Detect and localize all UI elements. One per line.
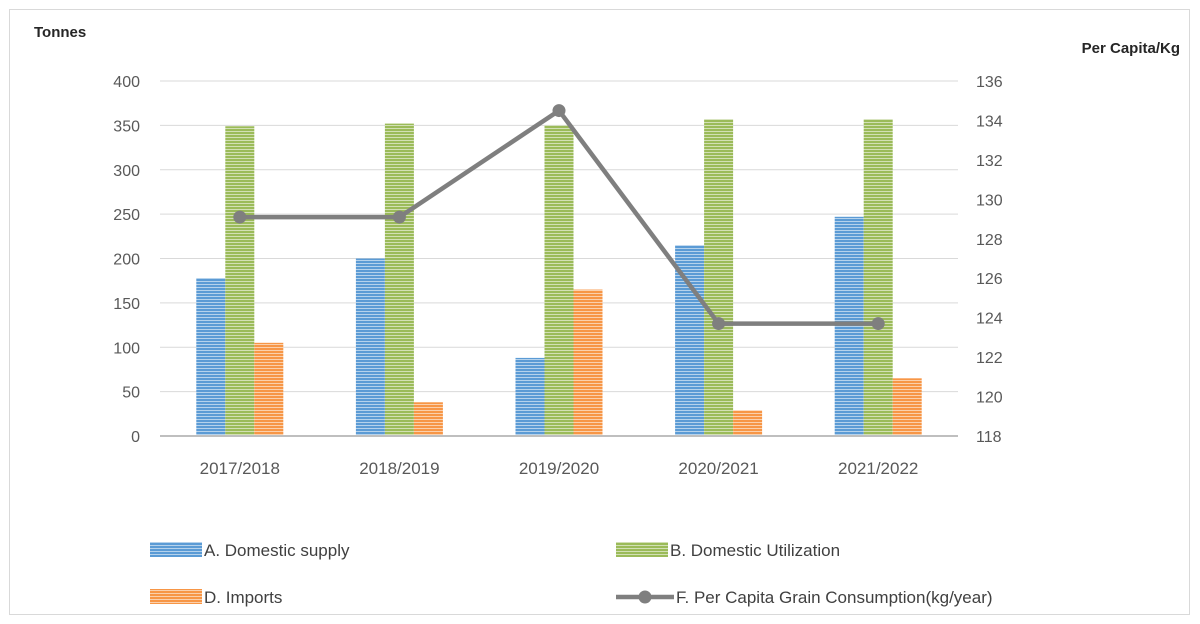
legend-label: A. Domestic supply bbox=[204, 541, 350, 560]
legend-swatch bbox=[150, 589, 202, 604]
bar-b-domestic-utilization-1 bbox=[384, 123, 414, 436]
legend-label: D. Imports bbox=[204, 588, 282, 607]
right-tick-label: 130 bbox=[976, 192, 1003, 209]
line-point-0 bbox=[233, 210, 247, 224]
left-tick-label: 250 bbox=[113, 207, 140, 224]
bar-a-domestic-supply-4 bbox=[834, 216, 864, 436]
bar-d-imports-0 bbox=[254, 342, 284, 436]
bars bbox=[196, 119, 922, 436]
legend-item-f-per-capita-grain-consumption-kg-year: F. Per Capita Grain Consumption(kg/year) bbox=[616, 588, 993, 607]
left-tick-label: 0 bbox=[131, 429, 140, 446]
bar-a-domestic-supply-2 bbox=[515, 357, 545, 436]
legend-item-d-imports: D. Imports bbox=[150, 588, 282, 607]
bar-a-domestic-supply-3 bbox=[675, 245, 705, 436]
legend-label: B. Domestic Utilization bbox=[670, 541, 840, 560]
bar-b-domestic-utilization-0 bbox=[225, 126, 255, 436]
line-point-3 bbox=[712, 317, 726, 331]
right-tick-label: 134 bbox=[976, 113, 1003, 130]
left-tick-label: 300 bbox=[113, 163, 140, 180]
right-tick-label: 118 bbox=[976, 429, 1002, 446]
gridlines bbox=[160, 80, 958, 393]
left-tick-label: 50 bbox=[122, 385, 140, 402]
legend-marker bbox=[638, 590, 652, 604]
right-tick-label: 122 bbox=[976, 350, 1003, 367]
right-axis-title: Per Capita/Kg bbox=[1082, 40, 1180, 57]
right-tick-label: 136 bbox=[976, 74, 1003, 91]
right-tick-label: 128 bbox=[976, 232, 1003, 249]
per-capita-line bbox=[233, 104, 885, 331]
right-tick-label: 124 bbox=[976, 311, 1003, 328]
bar-b-domestic-utilization-2 bbox=[544, 125, 574, 436]
left-tick-label: 400 bbox=[113, 74, 140, 91]
bar-a-domestic-supply-1 bbox=[355, 258, 385, 436]
left-tick-label: 100 bbox=[113, 340, 140, 357]
legend-label: F. Per Capita Grain Consumption(kg/year) bbox=[676, 588, 993, 607]
bar-d-imports-3 bbox=[733, 410, 763, 436]
right-tick-label: 120 bbox=[976, 390, 1003, 407]
x-tick-label: 2020/2021 bbox=[678, 459, 758, 478]
bar-b-domestic-utilization-4 bbox=[863, 119, 893, 436]
bar-d-imports-2 bbox=[573, 289, 603, 436]
left-tick-label: 350 bbox=[113, 118, 140, 135]
line-point-4 bbox=[871, 317, 885, 331]
bar-b-domestic-utilization-3 bbox=[704, 119, 734, 436]
right-tick-label: 132 bbox=[976, 153, 1003, 170]
legend-swatch bbox=[616, 542, 668, 557]
left-tick-label: 200 bbox=[113, 252, 140, 269]
line-point-1 bbox=[392, 210, 406, 224]
x-tick-label: 2019/2020 bbox=[519, 459, 599, 478]
x-tick-label: 2017/2018 bbox=[200, 459, 280, 478]
legend: A. Domestic supply B. Domestic Utilizatio… bbox=[150, 541, 993, 607]
x-tick-label: 2021/2022 bbox=[838, 459, 918, 478]
chart-frame bbox=[9, 9, 1190, 615]
bar-d-imports-1 bbox=[413, 402, 443, 436]
left-axis-title: Tonnes bbox=[34, 24, 86, 41]
legend-swatch bbox=[150, 542, 202, 557]
tick-labels: 0 50 100 150 200 250 300 350 400 118 120 122 124 126 1… bbox=[113, 74, 1003, 478]
right-tick-label: 126 bbox=[976, 271, 1003, 288]
bar-a-domestic-supply-0 bbox=[196, 278, 226, 436]
bar-d-imports-4 bbox=[892, 378, 922, 436]
legend-item-a-domestic-supply: A. Domestic supply bbox=[150, 541, 350, 560]
line-point-2 bbox=[552, 104, 566, 118]
left-tick-label: 150 bbox=[113, 296, 140, 313]
x-tick-label: 2018/2019 bbox=[359, 459, 439, 478]
legend-item-b-domestic-utilization: B. Domestic Utilization bbox=[616, 541, 840, 560]
